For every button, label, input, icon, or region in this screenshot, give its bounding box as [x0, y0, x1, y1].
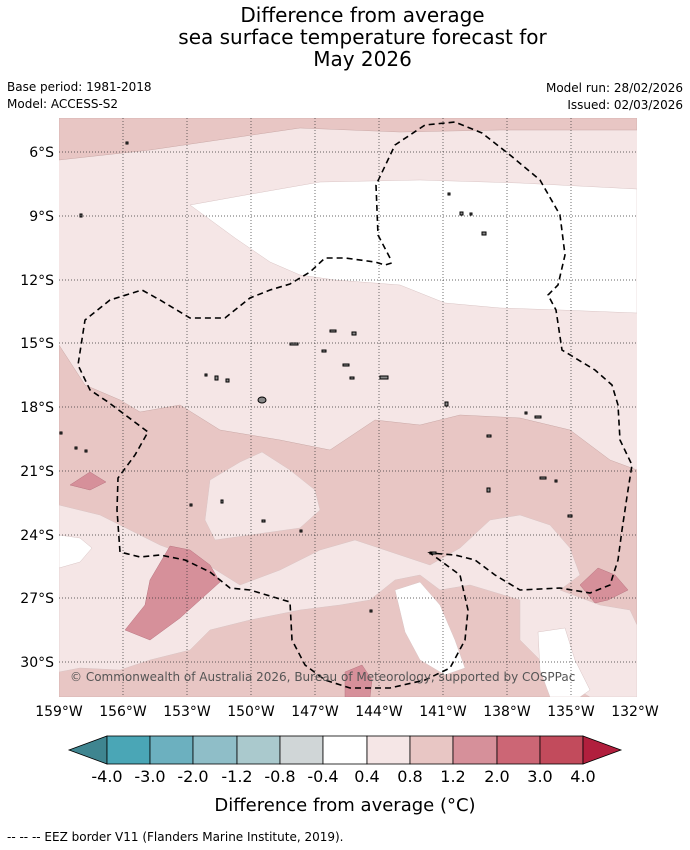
map-title: Difference from average sea surface temp… — [0, 4, 690, 70]
colorbar-extend-low — [67, 735, 108, 765]
colorbar-tick-1: -4.0 — [91, 767, 122, 786]
anomaly-patch-0-4-0-8-a — [204, 451, 321, 541]
colorbar-cell-9 — [452, 735, 498, 765]
anomaly-neutral-north — [189, 179, 637, 314]
lat-label-12s: 12°S — [20, 273, 54, 289]
colorbar-tick-2: -3.0 — [134, 767, 165, 786]
colorbar-tick-4: -1.2 — [221, 767, 252, 786]
anomaly-neutral-central — [394, 581, 466, 676]
anomaly-patch-0-4-0-8-b — [59, 504, 637, 697]
model-run: Model run: 28/02/2026 — [545, 81, 683, 95]
lon-label-159w: 159°W — [35, 704, 83, 720]
islands — [59, 141, 573, 613]
colorbar-tick-10: 2.0 — [484, 767, 509, 786]
colorbar-tick-6: -0.4 — [307, 767, 338, 786]
colorbar — [67, 735, 623, 765]
lon-label-156w: 156°W — [99, 704, 147, 720]
anomaly-neutral-east — [537, 627, 591, 697]
colorbar-tick-9: 1.2 — [440, 767, 465, 786]
lat-label-30s: 30°S — [20, 655, 54, 671]
colorbar-cell-2 — [149, 735, 194, 765]
colorbar-cell-10 — [496, 735, 541, 765]
colorbar-tick-7: 0.4 — [354, 767, 379, 786]
colorbar-tick-8: 0.8 — [397, 767, 422, 786]
base-period: Base period: 1981-2018 — [7, 80, 152, 94]
colorbar-cell-4 — [236, 735, 281, 765]
lat-label-24s: 24°S — [20, 528, 54, 544]
colorbar-tick-5: -0.8 — [264, 767, 295, 786]
lat-label-27s: 27°S — [20, 591, 54, 607]
lon-label-147w: 147°W — [291, 704, 339, 720]
title-line-3: May 2026 — [313, 47, 412, 71]
colorbar-cell-5 — [279, 735, 324, 765]
anomaly-warm-patch-a — [124, 545, 221, 641]
copyright-notice: © Commonwealth of Australia 2026, Bureau… — [70, 670, 575, 684]
colorbar-tick-3: -2.0 — [177, 767, 208, 786]
colorbar-tick-11: 3.0 — [527, 767, 552, 786]
lat-label-18s: 18°S — [20, 400, 54, 416]
lon-label-138w: 138°W — [483, 704, 531, 720]
lat-label-15s: 15°S — [20, 336, 54, 352]
colorbar-tick-12: 4.0 — [570, 767, 595, 786]
colorbar-title: Difference from average (°C) — [214, 795, 475, 816]
colorbar-cell-3 — [192, 735, 238, 765]
anomaly-band-0-8-1-2-north — [59, 118, 637, 161]
lon-label-141w: 141°W — [419, 704, 467, 720]
title-line-1: Difference from average — [240, 3, 485, 27]
lat-label-6s: 6°S — [29, 145, 54, 161]
lon-label-150w: 150°W — [227, 704, 275, 720]
lon-label-144w: 144°W — [355, 704, 403, 720]
title-line-2: sea surface temperature forecast for — [178, 25, 547, 49]
colorbar-cell-1 — [106, 735, 151, 765]
lat-label-9s: 9°S — [29, 209, 54, 225]
colorbar-cell-7 — [366, 735, 411, 765]
eez-border — [77, 121, 633, 689]
anomaly-warm-patch-c — [579, 567, 629, 604]
colorbar-extend-high — [582, 735, 623, 765]
anomaly-warm-patch-b — [69, 471, 107, 491]
map-figure: © Commonwealth of Australia 2026, Bureau… — [20, 118, 659, 816]
anomaly-neutral-west — [59, 534, 93, 569]
lon-label-132w: 132°W — [611, 704, 659, 720]
colorbar-cell-8 — [409, 735, 454, 765]
lon-label-135w: 135°W — [547, 704, 595, 720]
issued-date: Issued: 02/03/2026 — [567, 98, 683, 112]
colorbar-cell-11 — [539, 735, 584, 765]
colorbar-cell-6 — [322, 735, 368, 765]
gridlines — [59, 118, 637, 697]
sst-anomaly-map — [59, 118, 637, 697]
lon-label-153w: 153°W — [163, 704, 211, 720]
footnote-eez: -- -- -- EEZ border V11 (Flanders Marine… — [7, 830, 344, 844]
model-name: Model: ACCESS-S2 — [7, 97, 119, 111]
lat-label-21s: 21°S — [20, 464, 54, 480]
